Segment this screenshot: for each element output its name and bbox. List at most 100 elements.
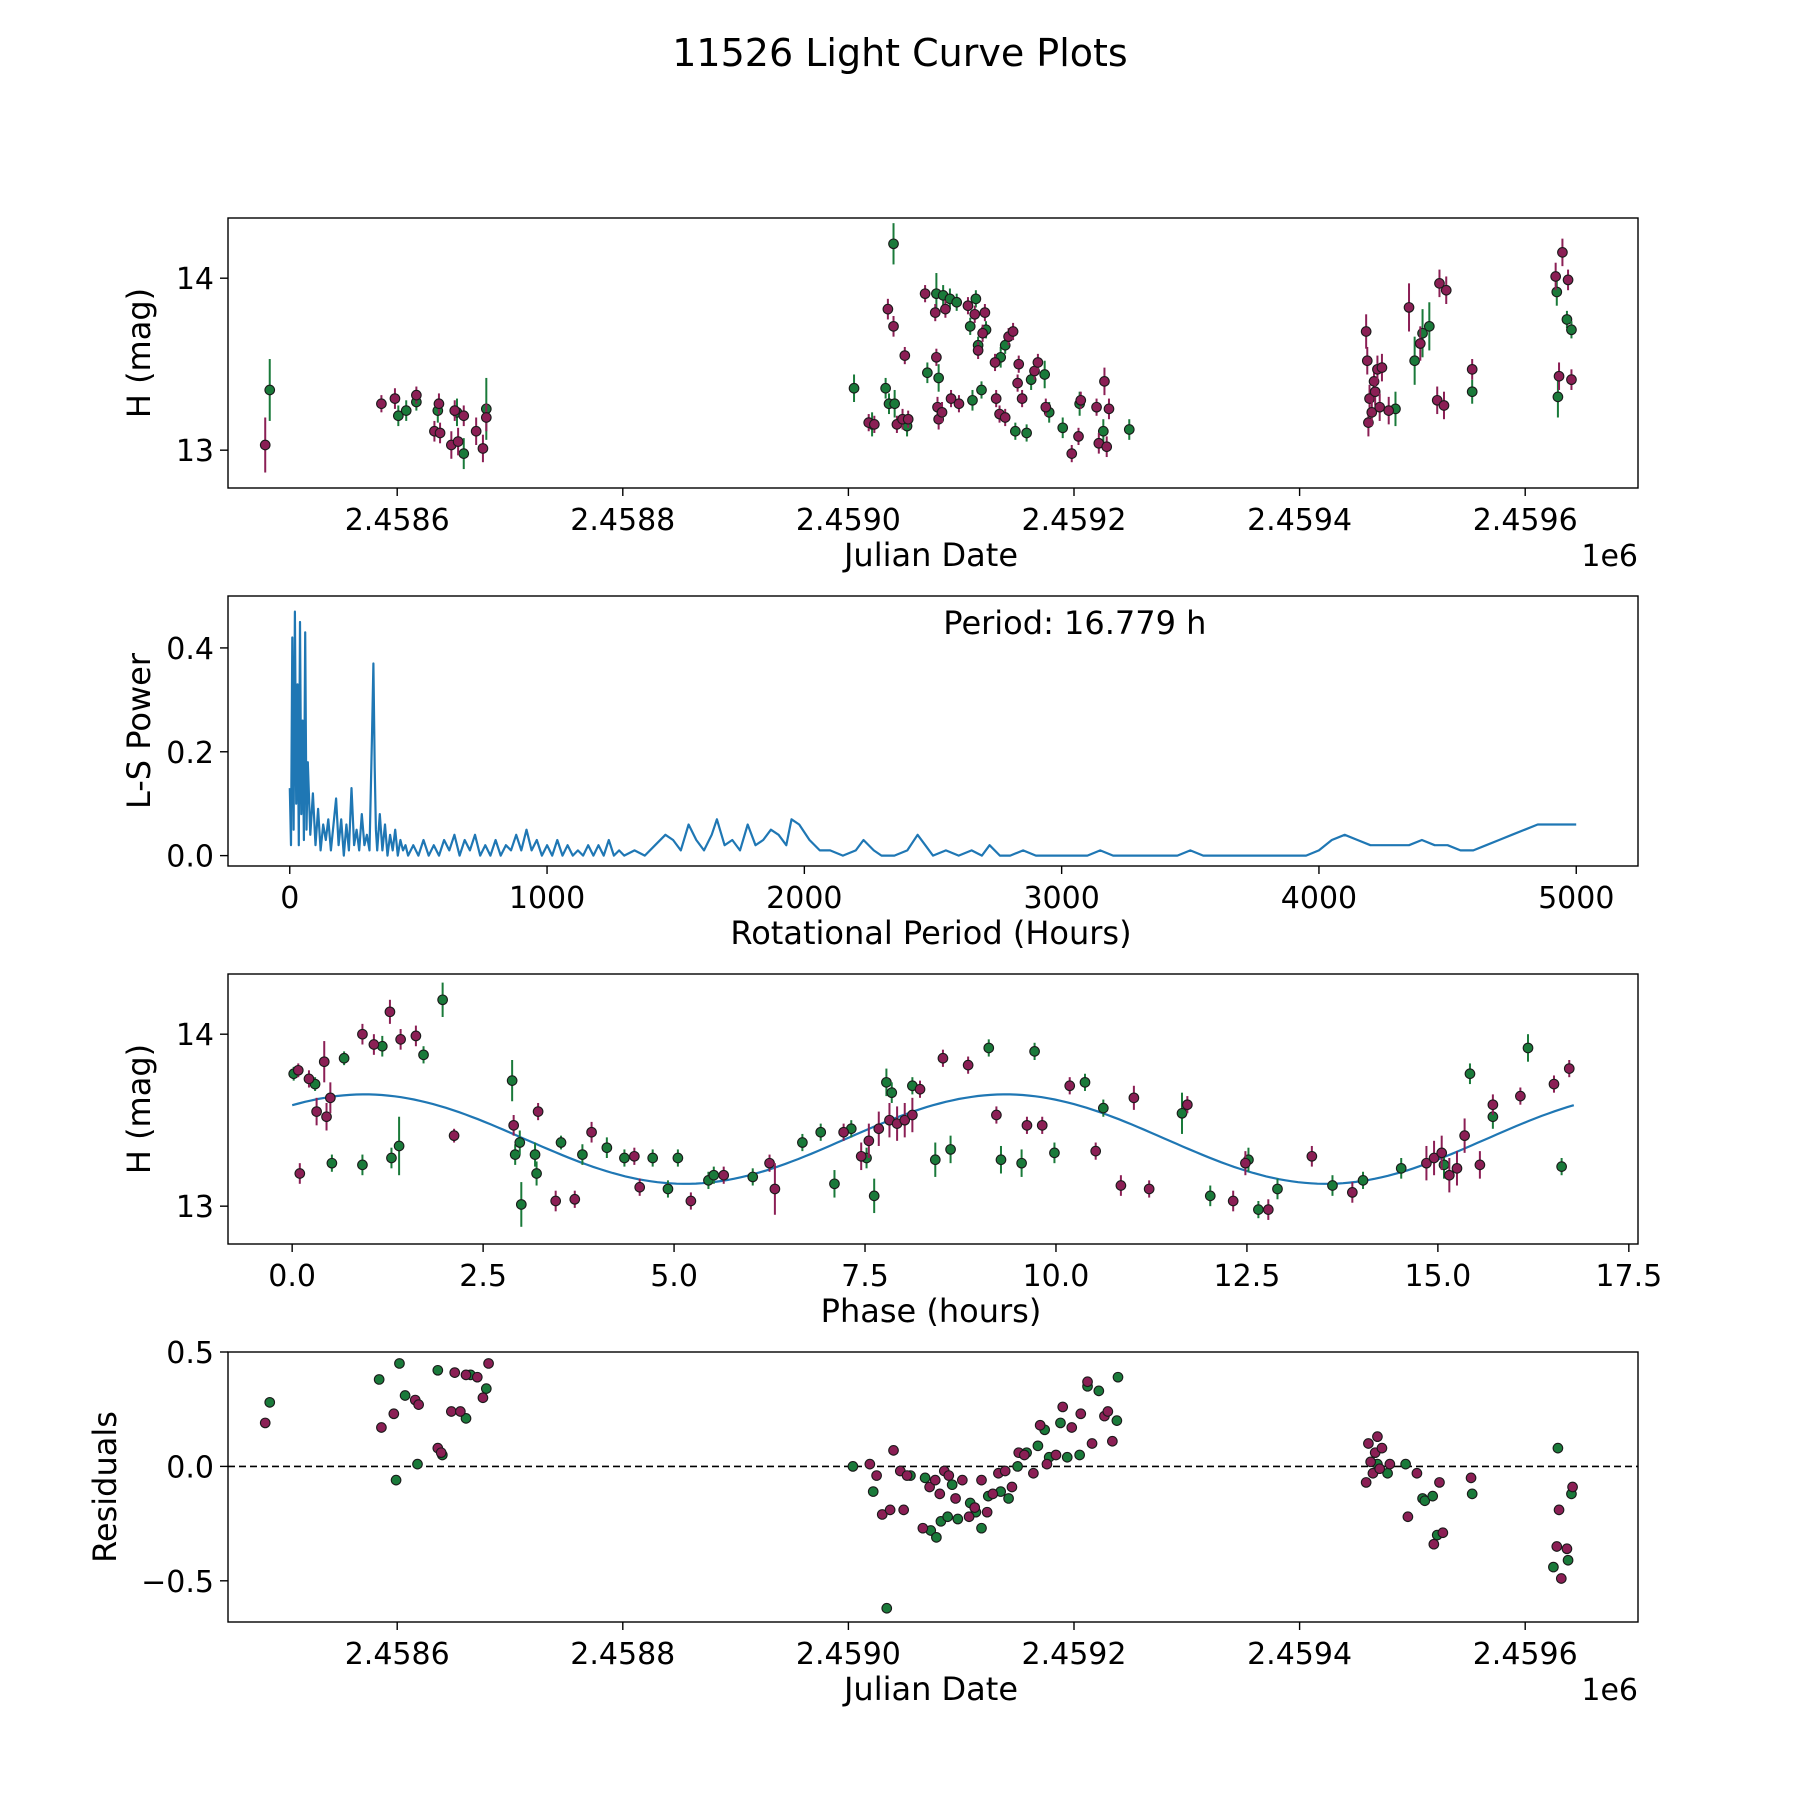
data-point: [1436, 1147, 1448, 1159]
data-point: [888, 320, 899, 332]
data-point: [1369, 386, 1381, 398]
data-point: [946, 1479, 958, 1491]
data-point: [1522, 1042, 1534, 1054]
x-tick-label: 4000: [1281, 881, 1357, 916]
data-point: [1019, 1449, 1030, 1461]
data-point: [981, 1506, 993, 1518]
data-point: [531, 1168, 542, 1179]
data-point: [1101, 441, 1113, 453]
data-point: [1427, 1490, 1439, 1502]
data-point: [634, 1181, 646, 1193]
data-point: [569, 1193, 581, 1205]
data-point: [471, 1371, 483, 1383]
x-tick-label: 2.4590: [796, 1637, 901, 1672]
data-point: [448, 1130, 460, 1142]
x-tick-label: 17.5: [1595, 1259, 1662, 1294]
data-point: [848, 382, 860, 394]
data-point: [868, 419, 880, 430]
x-tick-label: 2.4596: [1473, 503, 1578, 538]
data-point: [1012, 377, 1023, 389]
data-point: [458, 448, 470, 459]
data-point: [662, 1183, 674, 1195]
data-point: [880, 382, 891, 394]
data-point: [1272, 1183, 1283, 1195]
data-point: [1097, 1102, 1109, 1114]
data-point: [976, 1474, 987, 1486]
y-tick-label: 13: [176, 434, 214, 469]
data-point: [931, 351, 942, 363]
data-point: [1384, 1458, 1396, 1470]
data-point: [956, 1474, 968, 1486]
data-point: [477, 443, 489, 454]
data-point: [999, 412, 1011, 423]
data-point: [1039, 369, 1051, 380]
data-point: [914, 1083, 926, 1095]
data-point: [550, 1195, 562, 1207]
data-point: [1093, 1385, 1105, 1397]
axes-frame: [227, 973, 1639, 1245]
y-axis-label: Residuals: [86, 1411, 124, 1563]
data-point: [357, 1159, 368, 1171]
data-point: [931, 1531, 942, 1543]
data-point: [888, 1445, 899, 1456]
data-point: [889, 398, 900, 410]
data-point: [881, 1076, 892, 1088]
data-point: [1074, 1449, 1085, 1461]
x-tick-label: 2.4592: [1022, 503, 1127, 538]
data-point: [1028, 1467, 1039, 1479]
data-point: [445, 1406, 457, 1417]
data-point: [1082, 1376, 1093, 1388]
data-point: [1395, 1162, 1407, 1174]
data-point: [1007, 326, 1019, 337]
data-point: [411, 389, 422, 401]
data-point: [747, 1171, 759, 1183]
data-point: [1050, 1449, 1062, 1461]
data-point: [647, 1152, 659, 1164]
data-point: [1515, 1090, 1526, 1102]
data-point: [962, 300, 974, 312]
data-point: [449, 405, 461, 416]
data-point: [376, 398, 387, 410]
data-point: [873, 1123, 885, 1135]
data-point: [718, 1169, 730, 1181]
y-tick-label: 14: [176, 1018, 214, 1053]
data-point: [1128, 1092, 1140, 1104]
y-tick-label: 0.2: [166, 736, 214, 771]
x-tick-label: 15.0: [1404, 1259, 1471, 1294]
data-point: [1438, 1159, 1450, 1171]
data-point: [829, 1178, 840, 1190]
data-point: [1143, 1183, 1155, 1195]
data-point: [1112, 1371, 1124, 1383]
data-point: [901, 1470, 913, 1481]
data-point: [995, 1154, 1007, 1166]
data-point: [1551, 286, 1563, 298]
data-point: [881, 1602, 893, 1614]
data-point: [934, 1488, 946, 1500]
y-axis-label: H (mag): [120, 1044, 158, 1174]
data-point: [386, 1152, 397, 1164]
data-point: [1383, 405, 1395, 416]
data-point: [628, 1150, 640, 1162]
data-point: [1459, 1130, 1470, 1142]
data-point: [394, 1358, 405, 1369]
data-point: [338, 1052, 350, 1064]
data-point: [1181, 1099, 1193, 1111]
data-point: [1049, 1147, 1060, 1159]
x-tick-label: 2.4588: [570, 1637, 675, 1672]
data-point: [1372, 1431, 1383, 1443]
data-point: [452, 436, 464, 447]
data-point: [1434, 278, 1445, 289]
data-point: [1253, 1204, 1264, 1215]
data-point: [1240, 1157, 1251, 1169]
data-point: [1566, 324, 1577, 336]
data-point: [950, 1493, 961, 1504]
y-tick-label: 14: [176, 262, 214, 297]
data-point: [990, 393, 1002, 404]
panel-residuals: 2.4586 2.4588 2.4590 2.4592 2.4594 2.4596 −0.5…: [86, 1336, 1639, 1708]
data-point: [1553, 1504, 1565, 1516]
data-point: [532, 1106, 544, 1117]
data-point: [455, 1406, 466, 1417]
data-point: [1097, 425, 1109, 437]
data-point: [989, 357, 1001, 368]
